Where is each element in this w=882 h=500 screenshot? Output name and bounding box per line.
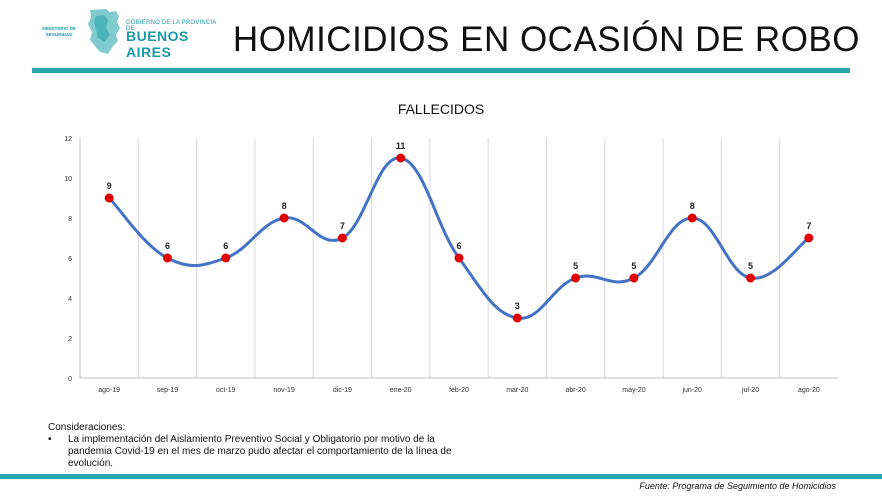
x-tick-label: ago-20 [798,387,820,394]
page-title: HOMICIDIOS EN OCASIÓN DE ROBO [232,20,860,59]
x-tick-label: nov-19 [273,387,295,394]
data-label: 11 [396,141,406,151]
data-label: 5 [631,261,636,271]
province-logo: MINISTERIO DE SEGURIDAD GOBIERNO DE LA P… [34,6,224,60]
y-tick-label: 10 [64,176,72,183]
data-point [454,253,464,263]
bullet-marker: • [48,434,52,445]
x-tick-label: dic-19 [333,387,352,394]
y-tick-label: 12 [64,136,72,143]
x-tick-label: ene-20 [390,387,412,394]
y-tick-label: 0 [68,376,72,383]
considerations: Consideraciones: • La implementación del… [48,422,468,470]
considerations-item-text: La implementación del Aislamiento Preven… [68,434,452,469]
x-tick-label: sep-19 [157,387,179,394]
x-tick-label: jul-20 [741,387,759,394]
x-tick-label: feb-20 [449,387,469,394]
chart-title: FALLECIDOS [397,101,485,117]
logo-ministry-text: MINISTERIO DE SEGURIDAD [42,26,76,37]
data-point [104,193,114,203]
data-point [512,313,522,323]
data-point [279,213,289,223]
data-label: 7 [340,221,345,231]
header-divider [32,68,850,73]
data-label: 5 [573,261,578,271]
data-point [804,233,814,243]
data-label: 5 [748,261,753,271]
x-tick-label: oct-19 [216,387,236,394]
data-label: 8 [282,201,287,211]
x-tick-label: mar-20 [506,387,528,394]
considerations-heading: Consideraciones: [48,422,126,433]
data-label: 6 [223,241,228,251]
data-label: 7 [806,221,811,231]
series-line [108,156,810,320]
x-tick-label: may-20 [622,387,645,394]
data-point [337,233,347,243]
considerations-item: • La implementación del Aislamiento Prev… [48,434,468,470]
data-point [746,273,756,283]
data-point [396,153,406,163]
y-tick-label: 2 [68,336,72,343]
x-tick-label: ago-19 [98,387,120,394]
data-label: 9 [107,181,112,191]
y-tick-label: 6 [68,256,72,263]
data-point [162,253,172,263]
logo-government-text: GOBIERNO DE LA PROVINCIA DE [126,20,217,32]
data-point [221,253,231,263]
data-point [687,213,697,223]
data-label: 6 [456,241,461,251]
data-label: 8 [690,201,695,211]
y-tick-label: 4 [68,296,72,303]
data-label: 6 [165,241,170,251]
data-label: 3 [515,301,520,311]
source-note: Fuente: Programa de Seguimiento de Homic… [639,481,836,491]
province-map-icon [88,9,120,54]
x-tick-label: jun-20 [681,387,702,394]
footer-divider [0,474,882,479]
x-tick-label: abr-20 [565,387,585,394]
logo-province-text: BUENOS AIRES [126,28,189,60]
data-point [571,273,581,283]
data-point [629,273,639,283]
header: MINISTERIO DE SEGURIDAD GOBIERNO DE LA P… [0,0,882,80]
y-tick-label: 8 [68,216,72,223]
